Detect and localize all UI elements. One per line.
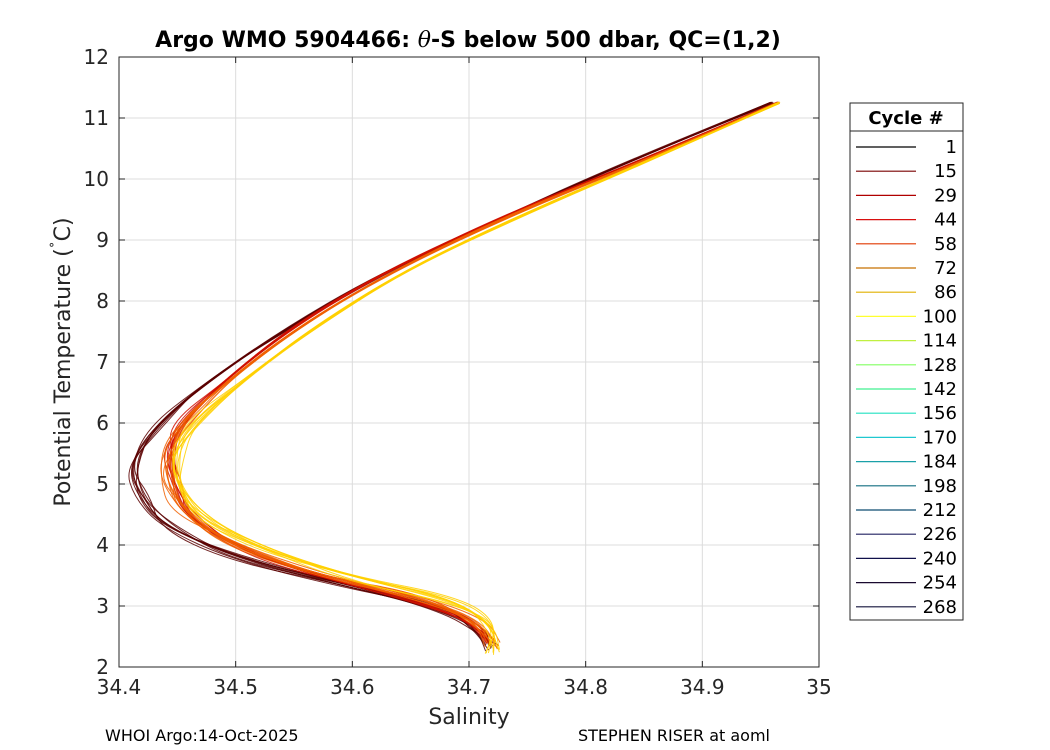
y-tick-label: 5 — [96, 472, 109, 496]
y-tick-label: 7 — [96, 350, 109, 374]
legend-label: 29 — [934, 185, 957, 206]
y-tick-label: 4 — [96, 533, 109, 557]
legend-label: 86 — [934, 282, 957, 303]
legend-label: 44 — [934, 210, 957, 231]
x-tick-label: 34.9 — [680, 675, 725, 699]
y-tick-label: 9 — [96, 228, 109, 252]
legend-label: 15 — [934, 161, 957, 182]
axis-ticks: 34.4 34.5 34.6 34.7 34.8 34.9 35 2 3 4 5 6 7 8 9 10 11 12 — [84, 45, 832, 699]
legend-label: 142 — [923, 379, 957, 400]
legend-label: 198 — [923, 476, 957, 497]
series-line — [160, 102, 778, 650]
y-tick-label: 3 — [96, 594, 109, 618]
y-tick-label: 2 — [96, 655, 109, 679]
legend-label: 1 — [946, 137, 957, 158]
legend-label: 58 — [934, 234, 957, 255]
y-tick-label: 10 — [84, 167, 109, 191]
legend-label: 128 — [923, 355, 957, 376]
y-tick-label: 11 — [84, 106, 109, 130]
x-axis-label: Salinity — [428, 705, 509, 730]
legend-label: 268 — [923, 597, 957, 618]
legend-label: 240 — [923, 548, 957, 569]
y-axis-label: Potential Temperature (˚C) — [49, 217, 76, 506]
y-tick-label: 6 — [96, 411, 109, 435]
legend-label: 212 — [923, 500, 957, 521]
footer-left: WHOI Argo:14-Oct-2025 — [105, 726, 299, 745]
legend-label: 100 — [923, 306, 957, 327]
series-line — [172, 101, 780, 654]
series-group — [128, 101, 781, 655]
y-tick-label: 12 — [84, 45, 109, 69]
x-tick-label: 34.4 — [97, 675, 142, 699]
x-tick-label: 34.6 — [330, 675, 375, 699]
chart-title: Argo WMO 5904466: θ-S below 500 dbar, QC… — [155, 28, 781, 53]
legend-label: 72 — [934, 258, 957, 279]
x-tick-label: 35 — [806, 675, 831, 699]
legend-label: 184 — [923, 452, 957, 473]
footer-right: STEPHEN RISER at aoml — [578, 726, 770, 745]
x-tick-label: 34.5 — [213, 675, 258, 699]
legend-title: Cycle # — [868, 108, 943, 129]
x-tick-label: 34.8 — [563, 675, 608, 699]
series-line — [163, 102, 777, 647]
legend-label: 170 — [923, 427, 957, 448]
legend-label: 156 — [923, 403, 957, 424]
legend-label: 254 — [923, 573, 957, 594]
legend: Cycle # 1 15 29 44 58 72 86 100 114 128 142 156 170 1… — [849, 102, 964, 621]
legend-label: 226 — [923, 524, 957, 545]
x-tick-label: 34.7 — [447, 675, 492, 699]
legend-label: 114 — [923, 331, 957, 352]
y-tick-label: 8 — [96, 289, 109, 313]
